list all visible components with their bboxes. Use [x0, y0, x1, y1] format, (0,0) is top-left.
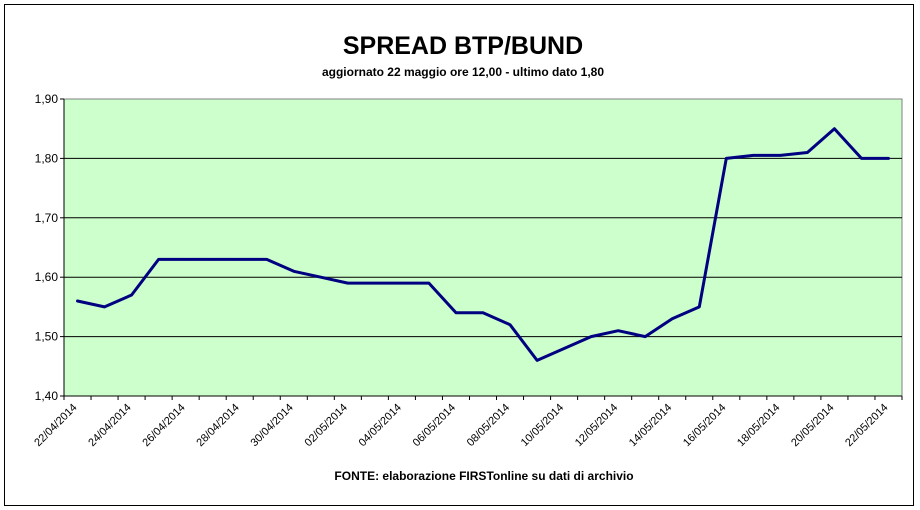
y-tick-label: 1,80 — [35, 151, 59, 165]
data-point — [427, 281, 431, 285]
data-point — [725, 157, 728, 160]
x-tick-label: 22/04/2014 — [32, 402, 79, 449]
x-tick-label: 10/05/2014 — [519, 402, 566, 449]
data-point — [752, 154, 755, 157]
plot-area — [63, 98, 903, 397]
data-point — [103, 305, 106, 309]
x-tick-label: 20/05/2014 — [789, 402, 836, 449]
data-point — [346, 281, 350, 285]
gridlines — [64, 157, 902, 338]
data-point — [76, 299, 79, 303]
source-note: FONTE: elaborazione FIRSTonline su dati … — [334, 469, 633, 483]
data-point — [643, 335, 647, 338]
y-tick-label: 1,70 — [35, 211, 59, 225]
data-point — [671, 317, 674, 320]
y-axis: 1,40 1,50 1,60 1,70 1,80 1,90 — [35, 92, 65, 403]
x-tick-label: 16/05/2014 — [681, 402, 728, 449]
data-point — [508, 323, 512, 326]
x-tick-label: 02/05/2014 — [303, 402, 350, 449]
data-point — [589, 335, 593, 338]
y-tick-label: 1,60 — [35, 270, 59, 284]
x-tick-label: 04/05/2014 — [357, 402, 404, 449]
data-point — [535, 359, 539, 362]
data-point — [887, 157, 890, 160]
data-point — [292, 270, 295, 273]
data-point — [481, 311, 485, 315]
data-point — [184, 258, 187, 261]
x-tick-label: 28/04/2014 — [194, 402, 241, 449]
x-tick-label: 22/05/2014 — [843, 402, 890, 449]
chart-subtitle: aggiornato 22 maggio ore 12,00 - ultimo … — [322, 65, 604, 79]
data-point — [698, 305, 701, 309]
x-tick-label: 12/05/2014 — [573, 402, 620, 449]
series-layer — [76, 127, 890, 362]
data-point — [157, 258, 160, 261]
y-tick-label: 1,40 — [35, 389, 59, 403]
x-tick-label: 08/05/2014 — [465, 402, 512, 449]
x-tick-label: 24/04/2014 — [86, 402, 133, 449]
data-point — [400, 281, 404, 285]
x-tick-label: 18/05/2014 — [735, 402, 782, 449]
data-point — [319, 276, 323, 279]
data-point — [833, 127, 836, 130]
data-point — [562, 347, 566, 350]
data-point — [454, 311, 458, 315]
data-point — [860, 157, 863, 160]
data-point — [211, 258, 214, 261]
x-axis: 22/04/2014 24/04/2014 26/04/2014 28/04/2014… — [32, 395, 903, 449]
data-point — [779, 154, 782, 157]
x-tick-label: 06/05/2014 — [411, 402, 458, 449]
data-point — [130, 293, 133, 297]
data-point — [373, 281, 377, 285]
chart-title: SPREAD BTP/BUND — [343, 32, 583, 60]
y-tick-label: 1,50 — [35, 330, 59, 344]
data-point — [616, 329, 620, 332]
y-tick-label: 1,90 — [35, 92, 59, 106]
data-point — [265, 258, 268, 261]
x-tick-label: 30/04/2014 — [248, 402, 295, 449]
x-tick-label: 26/04/2014 — [140, 402, 187, 449]
data-point — [806, 151, 809, 154]
x-tick-label: 14/05/2014 — [627, 402, 674, 449]
data-point — [238, 258, 241, 261]
